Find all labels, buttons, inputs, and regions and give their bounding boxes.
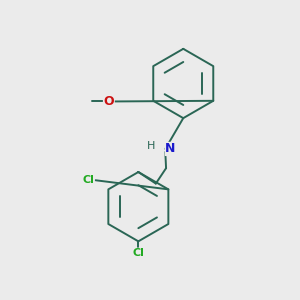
Text: H: H	[147, 141, 155, 151]
Text: O: O	[103, 95, 114, 108]
Text: Cl: Cl	[82, 175, 94, 185]
Text: Cl: Cl	[132, 248, 144, 258]
Text: N: N	[165, 142, 176, 155]
